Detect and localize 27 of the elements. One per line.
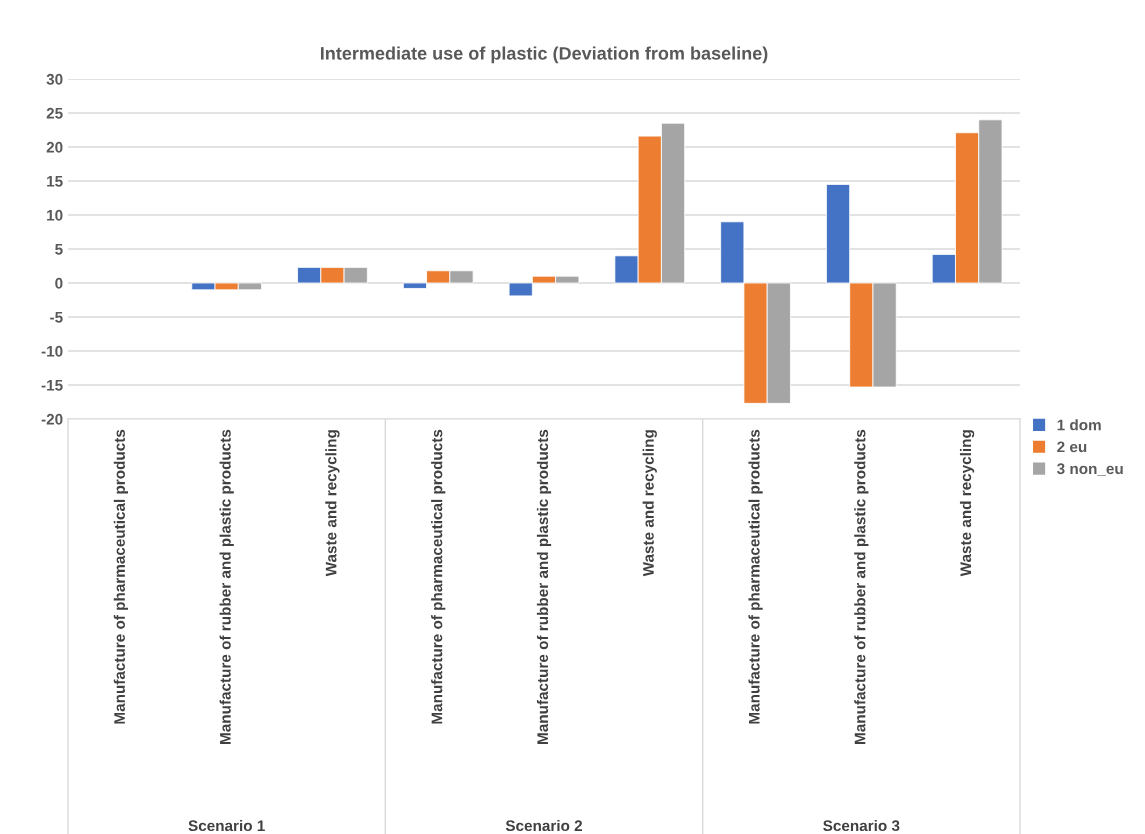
x-tick-label: Waste and recycling (959, 430, 975, 577)
legend-label: 1 dom (1057, 419, 1101, 431)
y-tick-label: 20 (46, 141, 63, 153)
y-tick-label: 15 (47, 176, 63, 187)
y-tick-label: 25 (46, 107, 63, 119)
x-tick-label: Manufacture of pharmaceutical products (748, 429, 763, 724)
text: Scenario 3 (823, 819, 900, 832)
x-tick-label: Manufacture of pharmaceutical products (113, 429, 129, 724)
chart-title: Intermediate use of plastic (Deviation from baseline) (320, 46, 768, 64)
text: Scenario 1 (188, 819, 265, 832)
x-tick-label: Waste and recycling (642, 430, 657, 577)
y-tick-label: -15 (41, 380, 63, 391)
legend-label: 3 non_eu (1057, 463, 1123, 476)
legend-label: 2 eu (1057, 441, 1087, 453)
y-tick-label: -5 (50, 312, 63, 323)
y-tick-label: -10 (41, 345, 63, 357)
y-tick-label: -20 (41, 413, 63, 425)
y-tick-label: 0 (55, 277, 63, 289)
x-tick-label: Waste and recycling (325, 430, 340, 577)
x-tick-label: Manufacture of rubber and plastic products (219, 429, 234, 744)
x-tick-label: Manufacture of pharmaceutical products (431, 429, 446, 724)
y-tick-label: 10 (47, 209, 63, 221)
y-tick-label: 30 (46, 73, 63, 85)
y-tick-label: 5 (55, 244, 63, 255)
x-tick-label: Manufacture of rubber and plastic products (854, 429, 869, 744)
text: Scenario 2 (505, 819, 583, 832)
x-tick-label: Manufacture of rubber and plastic products (536, 429, 552, 744)
